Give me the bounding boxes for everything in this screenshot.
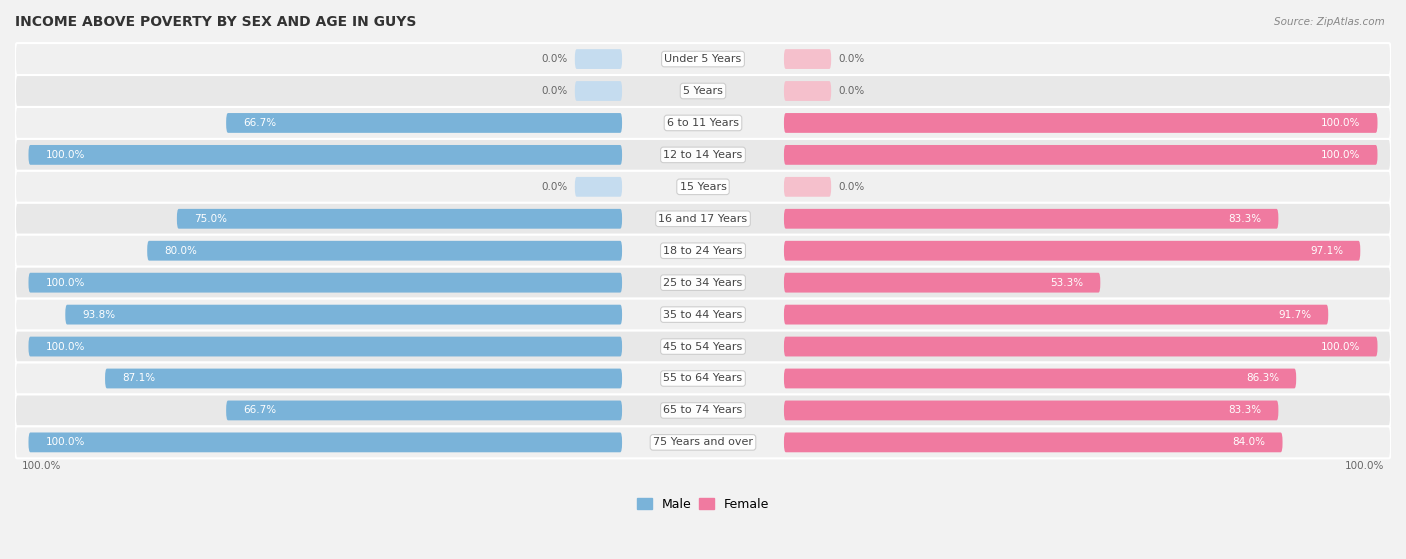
FancyBboxPatch shape xyxy=(785,337,1378,357)
Text: 80.0%: 80.0% xyxy=(165,246,197,255)
Text: 100.0%: 100.0% xyxy=(1322,150,1361,160)
Text: 100.0%: 100.0% xyxy=(45,278,84,288)
FancyBboxPatch shape xyxy=(575,177,621,197)
Text: 0.0%: 0.0% xyxy=(541,86,568,96)
Text: 100.0%: 100.0% xyxy=(45,342,84,352)
FancyBboxPatch shape xyxy=(15,139,1391,171)
FancyBboxPatch shape xyxy=(785,273,1101,292)
Text: 0.0%: 0.0% xyxy=(541,182,568,192)
Text: 100.0%: 100.0% xyxy=(1346,461,1385,471)
FancyBboxPatch shape xyxy=(785,81,831,101)
Text: 75.0%: 75.0% xyxy=(194,214,226,224)
Text: 66.7%: 66.7% xyxy=(243,118,276,128)
FancyBboxPatch shape xyxy=(226,401,621,420)
FancyBboxPatch shape xyxy=(785,113,1378,133)
FancyBboxPatch shape xyxy=(15,330,1391,363)
Text: 100.0%: 100.0% xyxy=(45,150,84,160)
FancyBboxPatch shape xyxy=(15,107,1391,139)
Legend: Male, Female: Male, Female xyxy=(631,492,775,515)
FancyBboxPatch shape xyxy=(15,395,1391,427)
Text: 84.0%: 84.0% xyxy=(1233,437,1265,447)
FancyBboxPatch shape xyxy=(785,241,1360,260)
Text: 100.0%: 100.0% xyxy=(21,461,60,471)
FancyBboxPatch shape xyxy=(15,363,1391,395)
Text: 5 Years: 5 Years xyxy=(683,86,723,96)
FancyBboxPatch shape xyxy=(15,427,1391,458)
Text: 0.0%: 0.0% xyxy=(838,86,865,96)
FancyBboxPatch shape xyxy=(28,433,621,452)
FancyBboxPatch shape xyxy=(785,368,1296,389)
Text: 83.3%: 83.3% xyxy=(1229,214,1261,224)
FancyBboxPatch shape xyxy=(575,49,621,69)
FancyBboxPatch shape xyxy=(15,235,1391,267)
Text: 100.0%: 100.0% xyxy=(45,437,84,447)
FancyBboxPatch shape xyxy=(226,113,621,133)
Text: 65 to 74 Years: 65 to 74 Years xyxy=(664,405,742,415)
Text: 97.1%: 97.1% xyxy=(1310,246,1344,255)
FancyBboxPatch shape xyxy=(785,401,1278,420)
Text: Source: ZipAtlas.com: Source: ZipAtlas.com xyxy=(1274,17,1385,27)
Text: Under 5 Years: Under 5 Years xyxy=(665,54,741,64)
FancyBboxPatch shape xyxy=(575,81,621,101)
FancyBboxPatch shape xyxy=(15,203,1391,235)
FancyBboxPatch shape xyxy=(785,209,1278,229)
Text: 0.0%: 0.0% xyxy=(541,54,568,64)
FancyBboxPatch shape xyxy=(177,209,621,229)
FancyBboxPatch shape xyxy=(105,368,621,389)
FancyBboxPatch shape xyxy=(28,273,621,292)
Text: 15 Years: 15 Years xyxy=(679,182,727,192)
FancyBboxPatch shape xyxy=(148,241,621,260)
FancyBboxPatch shape xyxy=(785,305,1329,325)
Text: 91.7%: 91.7% xyxy=(1278,310,1312,320)
Text: 87.1%: 87.1% xyxy=(122,373,155,383)
FancyBboxPatch shape xyxy=(785,49,831,69)
Text: 86.3%: 86.3% xyxy=(1246,373,1279,383)
FancyBboxPatch shape xyxy=(15,43,1391,75)
Text: 75 Years and over: 75 Years and over xyxy=(652,437,754,447)
FancyBboxPatch shape xyxy=(65,305,621,325)
Text: 100.0%: 100.0% xyxy=(1322,118,1361,128)
Text: 25 to 34 Years: 25 to 34 Years xyxy=(664,278,742,288)
Text: 45 to 54 Years: 45 to 54 Years xyxy=(664,342,742,352)
Text: 35 to 44 Years: 35 to 44 Years xyxy=(664,310,742,320)
FancyBboxPatch shape xyxy=(15,171,1391,203)
FancyBboxPatch shape xyxy=(15,299,1391,330)
Text: 18 to 24 Years: 18 to 24 Years xyxy=(664,246,742,255)
Text: 83.3%: 83.3% xyxy=(1229,405,1261,415)
Text: 93.8%: 93.8% xyxy=(82,310,115,320)
FancyBboxPatch shape xyxy=(785,177,831,197)
Text: 0.0%: 0.0% xyxy=(838,54,865,64)
FancyBboxPatch shape xyxy=(15,267,1391,299)
Text: 16 and 17 Years: 16 and 17 Years xyxy=(658,214,748,224)
Text: 12 to 14 Years: 12 to 14 Years xyxy=(664,150,742,160)
FancyBboxPatch shape xyxy=(15,75,1391,107)
FancyBboxPatch shape xyxy=(28,337,621,357)
FancyBboxPatch shape xyxy=(785,433,1282,452)
FancyBboxPatch shape xyxy=(28,145,621,165)
Text: 66.7%: 66.7% xyxy=(243,405,276,415)
Text: INCOME ABOVE POVERTY BY SEX AND AGE IN GUYS: INCOME ABOVE POVERTY BY SEX AND AGE IN G… xyxy=(15,15,416,29)
Text: 55 to 64 Years: 55 to 64 Years xyxy=(664,373,742,383)
Text: 53.3%: 53.3% xyxy=(1050,278,1084,288)
FancyBboxPatch shape xyxy=(785,145,1378,165)
Text: 6 to 11 Years: 6 to 11 Years xyxy=(666,118,740,128)
Text: 100.0%: 100.0% xyxy=(1322,342,1361,352)
Text: 0.0%: 0.0% xyxy=(838,182,865,192)
